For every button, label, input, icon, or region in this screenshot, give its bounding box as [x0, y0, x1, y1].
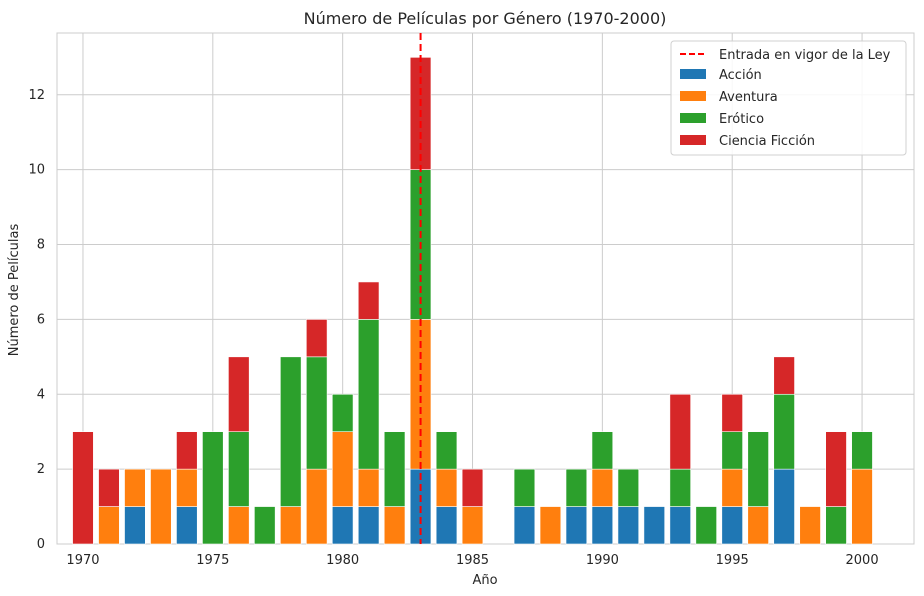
chart-title: Número de Películas por Género (1970-200… — [304, 9, 667, 28]
bar-accion-1984 — [435, 506, 458, 545]
bar-accion-1972 — [124, 506, 146, 545]
bar-accion-1980 — [331, 506, 354, 545]
bar-accion-1991 — [617, 506, 640, 545]
bar-erotico-1989 — [565, 468, 588, 507]
x-tick-label: 1985 — [456, 553, 489, 568]
bar-ciencia-ficcion-1971 — [98, 468, 120, 507]
bar-aventura-1985 — [461, 506, 484, 545]
y-ticks: 0 2 4 6 8 10 12 — [28, 88, 45, 552]
bar-accion-1995 — [721, 506, 743, 545]
bar-erotico-1987 — [513, 468, 536, 507]
bar-ciencia-ficcion-1979 — [306, 319, 328, 358]
x-tick-label: 1995 — [716, 553, 749, 568]
bar-erotico-1996 — [747, 431, 769, 507]
legend: Entrada en vigor de la Ley Acción Aventu… — [670, 40, 907, 156]
bar-aventura-1996 — [747, 506, 769, 545]
y-axis-label: Número de Películas — [7, 224, 22, 357]
bar-erotico-1979 — [306, 356, 328, 470]
bar-erotico-1976 — [228, 431, 250, 507]
legend-swatch-erotico — [680, 113, 706, 123]
bar-ciencia-ficcion-1970 — [72, 431, 94, 545]
legend-label-ciencia-ficcion: Ciencia Ficción — [719, 134, 815, 149]
bar-accion-1990 — [591, 506, 614, 545]
bar-aventura-1980 — [331, 431, 354, 507]
bar-erotico-1993 — [669, 468, 691, 507]
bar-erotico-1997 — [773, 393, 795, 470]
bar-accion-1981 — [357, 506, 380, 545]
legend-label-accion: Acción — [719, 68, 762, 83]
bar-ciencia-ficcion-1981 — [357, 281, 380, 320]
bar-aventura-1981 — [357, 468, 380, 507]
legend-swatch-aventura — [680, 91, 706, 101]
x-ticks: 1970 1975 1980 1985 1990 1995 2000 — [66, 553, 878, 568]
bar-erotico-1990 — [591, 431, 614, 470]
x-tick-label: 1970 — [66, 553, 99, 568]
bar-aventura-1979 — [306, 468, 328, 545]
bar-erotico-2000 — [851, 431, 873, 470]
bar-erotico-1984 — [435, 431, 458, 470]
legend-swatch-ciencia-ficcion — [680, 135, 706, 145]
bar-accion-1989 — [565, 506, 588, 545]
bar-aventura-1982 — [383, 506, 406, 545]
y-tick-label: 4 — [37, 387, 45, 402]
x-tick-label: 1980 — [326, 553, 359, 568]
bar-erotico-1982 — [383, 431, 406, 507]
bar-ciencia-ficcion-1997 — [773, 356, 795, 395]
bars — [72, 57, 873, 545]
bar-accion-1974 — [176, 506, 198, 545]
bar-aventura-1972 — [124, 468, 146, 507]
legend-box — [670, 40, 907, 156]
bar-aventura-1973 — [150, 468, 172, 545]
legend-swatch-accion — [680, 69, 706, 79]
bar-aventura-1974 — [176, 468, 198, 507]
bar-erotico-1995 — [721, 431, 743, 470]
bar-erotico-1980 — [331, 393, 354, 432]
bar-erotico-1981 — [357, 319, 380, 470]
x-tick-label: 1975 — [196, 553, 229, 568]
bar-aventura-2000 — [851, 468, 873, 545]
x-tick-label: 1990 — [586, 553, 619, 568]
bar-aventura-1978 — [280, 506, 302, 545]
bar-aventura-1990 — [591, 468, 614, 507]
bar-ciencia-ficcion-1995 — [721, 393, 743, 432]
y-tick-label: 6 — [37, 312, 45, 327]
bar-erotico-1991 — [617, 468, 640, 507]
bar-erotico-1975 — [202, 431, 224, 545]
bar-aventura-1971 — [98, 506, 120, 545]
bar-aventura-1988 — [539, 506, 562, 545]
x-tick-label: 2000 — [846, 553, 879, 568]
bar-aventura-1984 — [435, 468, 458, 507]
bar-erotico-1994 — [695, 506, 717, 545]
y-tick-label: 0 — [37, 537, 45, 552]
bar-erotico-1978 — [280, 356, 302, 507]
legend-label-erotico: Erótico — [719, 112, 764, 127]
bar-ciencia-ficcion-1974 — [176, 431, 198, 470]
y-tick-label: 2 — [37, 462, 45, 477]
bar-aventura-1998 — [799, 506, 821, 545]
bar-aventura-1976 — [228, 506, 250, 545]
bar-accion-1992 — [643, 506, 665, 545]
bar-ciencia-ficcion-1999 — [825, 431, 847, 507]
bar-accion-1993 — [669, 506, 691, 545]
bar-ciencia-ficcion-1976 — [228, 356, 250, 432]
bar-accion-1997 — [773, 468, 795, 545]
y-tick-label: 12 — [28, 88, 45, 103]
bar-ciencia-ficcion-1993 — [669, 393, 691, 470]
bar-aventura-1995 — [721, 468, 743, 507]
y-tick-label: 8 — [37, 238, 45, 253]
legend-label-reference: Entrada en vigor de la Ley — [719, 48, 891, 63]
bar-accion-1987 — [513, 506, 536, 545]
x-axis-label: Año — [472, 573, 497, 588]
bar-erotico-1977 — [254, 506, 276, 545]
bar-ciencia-ficcion-1985 — [461, 468, 484, 507]
bar-erotico-1999 — [825, 506, 847, 545]
y-tick-label: 10 — [28, 163, 45, 178]
legend-label-aventura: Aventura — [719, 90, 778, 105]
